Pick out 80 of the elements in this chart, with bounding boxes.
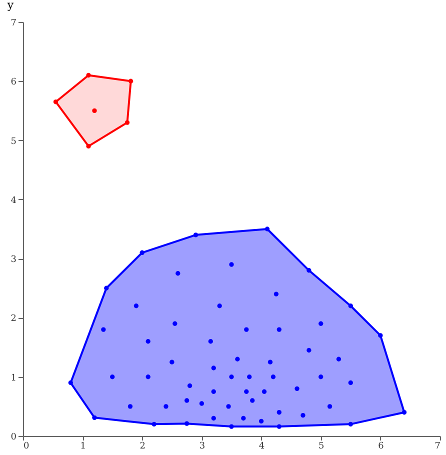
point [244, 389, 249, 394]
point [306, 348, 312, 353]
point [348, 304, 353, 308]
point [152, 422, 156, 427]
point [402, 410, 407, 415]
point [211, 366, 216, 370]
point [327, 404, 332, 409]
point [217, 304, 222, 308]
point [378, 333, 383, 338]
point [258, 418, 264, 424]
point [247, 374, 252, 380]
point [270, 374, 276, 380]
point [211, 416, 216, 421]
point [128, 404, 133, 409]
point [262, 389, 267, 394]
y-tick-label: 2 [10, 314, 16, 324]
point [268, 360, 273, 364]
x-tick-label: 3 [199, 442, 206, 452]
point [276, 424, 282, 429]
point [348, 422, 353, 427]
point [86, 72, 91, 78]
point [184, 421, 190, 426]
point [348, 380, 353, 386]
point [193, 232, 198, 238]
point [229, 374, 234, 380]
point [229, 424, 234, 429]
point [300, 412, 306, 418]
point [146, 374, 150, 380]
point [140, 250, 144, 255]
point [124, 120, 130, 125]
point [318, 321, 324, 326]
point [92, 108, 97, 114]
x-tick-label: 0 [24, 442, 30, 452]
point [184, 398, 190, 403]
point [104, 286, 109, 290]
y-tick-label: 6 [10, 78, 17, 88]
point [276, 327, 282, 332]
point [134, 304, 139, 308]
y-tick-label: 0 [10, 432, 17, 442]
point [86, 144, 91, 149]
point [318, 374, 324, 380]
point [187, 383, 192, 388]
point [294, 386, 300, 392]
x-tick-label: 2 [140, 442, 146, 452]
point [101, 327, 106, 332]
point [264, 226, 270, 232]
point [235, 356, 240, 362]
point [176, 271, 180, 276]
point [146, 339, 150, 344]
y-tick-label: 1 [10, 373, 16, 384]
point [226, 404, 231, 409]
y-axis-title: y [6, 0, 14, 12]
x-tick-label: 4 [258, 442, 265, 452]
point [336, 356, 342, 362]
point [53, 100, 58, 104]
x-tick-label: 1 [80, 442, 86, 452]
point [229, 262, 234, 267]
y-tick-label: 5 [10, 136, 17, 147]
y-tick-label: 7 [10, 18, 17, 28]
point [164, 404, 168, 409]
point [276, 410, 282, 415]
point [68, 380, 73, 386]
point [92, 415, 97, 420]
point [199, 401, 204, 406]
x-tick-label: 5 [318, 442, 324, 452]
y-tick-label: 3 [10, 255, 17, 266]
point [110, 374, 115, 380]
x-tick-label: 6 [378, 442, 384, 452]
point [241, 416, 246, 421]
point [170, 360, 174, 364]
point [211, 389, 216, 394]
y-tick-label: 4 [10, 196, 17, 206]
point [274, 292, 279, 296]
point [172, 321, 178, 326]
point [244, 327, 249, 332]
point [306, 268, 312, 273]
x-tick-label: 7 [434, 442, 441, 452]
point [208, 339, 213, 344]
point [128, 78, 134, 84]
point [250, 398, 255, 403]
